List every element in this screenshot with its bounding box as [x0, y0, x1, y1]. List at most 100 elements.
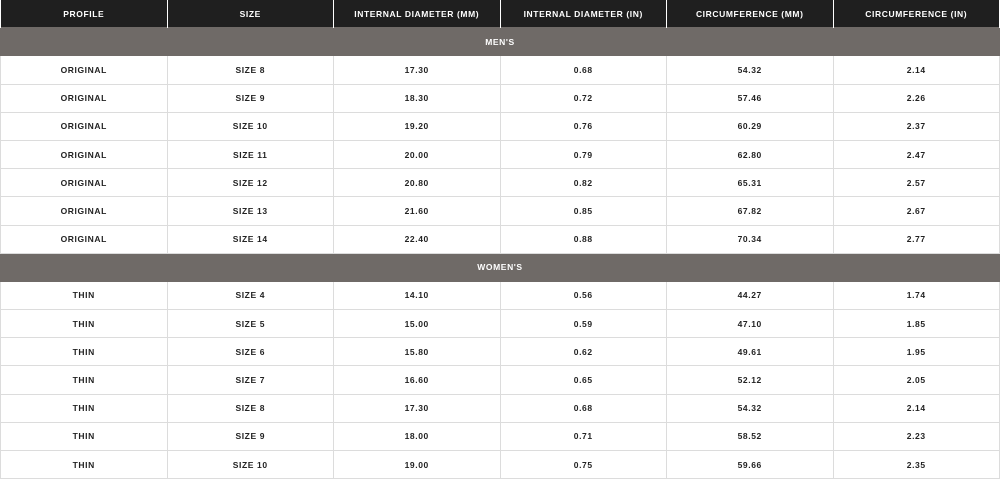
cell: 2.05	[832, 365, 1000, 395]
table-body: MEN'S ORIGINAL SIZE 8 17.30 0.68 54.32 2.14 ORI…	[0, 27, 1000, 480]
cell: 2.57	[832, 168, 1000, 198]
cell: 18.30	[333, 83, 501, 113]
cell: SIZE 7	[166, 365, 334, 395]
header-cell: SIZE	[166, 0, 334, 28]
cell: 59.66	[666, 449, 834, 480]
data-row: ORIGINAL SIZE 14 22.40 0.88 70.34 2.77	[0, 224, 1000, 254]
cell: 57.46	[666, 83, 834, 113]
cell: 2.77	[832, 224, 1000, 254]
header-cell: INTERNAL DIAMETER (MM)	[333, 0, 501, 28]
cell: 52.12	[666, 365, 834, 395]
cell: SIZE 9	[166, 421, 334, 452]
cell: 49.61	[666, 337, 834, 367]
data-row: THIN SIZE 5 15.00 0.59 47.10 1.85	[0, 309, 1000, 339]
cell: 0.88	[499, 224, 667, 254]
data-row: THIN SIZE 7 16.60 0.65 52.12 2.05	[0, 365, 1000, 395]
cell: 21.60	[333, 196, 501, 226]
cell: ORIGINAL	[0, 111, 168, 141]
cell: THIN	[0, 280, 168, 311]
cell: 2.35	[832, 449, 1000, 480]
cell: 15.00	[333, 309, 501, 339]
cell: SIZE 12	[166, 168, 334, 198]
cell: 0.75	[499, 449, 667, 480]
cell: 2.14	[832, 55, 1000, 85]
cell: THIN	[0, 365, 168, 395]
cell: 0.79	[499, 139, 667, 170]
section-row: WOMEN'S	[0, 252, 1000, 282]
cell: ORIGINAL	[0, 224, 168, 254]
cell: 2.23	[832, 421, 1000, 452]
cell: SIZE 13	[166, 196, 334, 226]
data-row: ORIGINAL SIZE 12 20.80 0.82 65.31 2.57	[0, 168, 1000, 198]
cell: 0.68	[499, 55, 667, 85]
cell: SIZE 4	[166, 280, 334, 311]
cell: ORIGINAL	[0, 83, 168, 113]
cell: 18.00	[333, 421, 501, 452]
data-row: THIN SIZE 4 14.10 0.56 44.27 1.74	[0, 280, 1000, 311]
cell: SIZE 8	[166, 393, 334, 423]
cell: ORIGINAL	[0, 168, 168, 198]
section-title: WOMEN'S	[0, 252, 1000, 282]
cell: 54.32	[666, 393, 834, 423]
cell: 0.56	[499, 280, 667, 311]
header-cell: PROFILE	[0, 0, 168, 28]
cell: 47.10	[666, 309, 834, 339]
cell: 1.95	[832, 337, 1000, 367]
cell: 0.62	[499, 337, 667, 367]
cell: 1.74	[832, 280, 1000, 311]
cell: 0.85	[499, 196, 667, 226]
cell: 70.34	[666, 224, 834, 254]
cell: 20.80	[333, 168, 501, 198]
cell: 19.00	[333, 449, 501, 480]
cell: 14.10	[333, 280, 501, 311]
cell: 0.76	[499, 111, 667, 141]
data-row: THIN SIZE 6 15.80 0.62 49.61 1.95	[0, 337, 1000, 367]
cell: SIZE 11	[166, 139, 334, 170]
cell: ORIGINAL	[0, 196, 168, 226]
data-row: THIN SIZE 10 19.00 0.75 59.66 2.35	[0, 449, 1000, 480]
cell: THIN	[0, 449, 168, 480]
cell: 20.00	[333, 139, 501, 170]
cell: 2.37	[832, 111, 1000, 141]
data-row: ORIGINAL SIZE 10 19.20 0.76 60.29 2.37	[0, 111, 1000, 141]
cell: 67.82	[666, 196, 834, 226]
cell: SIZE 8	[166, 55, 334, 85]
header-cell: CIRCUMFERENCE (IN)	[832, 0, 1000, 28]
cell: 1.85	[832, 309, 1000, 339]
cell: 16.60	[333, 365, 501, 395]
cell: 0.68	[499, 393, 667, 423]
cell: THIN	[0, 421, 168, 452]
cell: ORIGINAL	[0, 139, 168, 170]
header-cell: INTERNAL DIAMETER (IN)	[499, 0, 667, 28]
cell: 0.72	[499, 83, 667, 113]
data-row: THIN SIZE 8 17.30 0.68 54.32 2.14	[0, 393, 1000, 423]
cell: 65.31	[666, 168, 834, 198]
cell: THIN	[0, 309, 168, 339]
cell: 44.27	[666, 280, 834, 311]
cell: 17.30	[333, 55, 501, 85]
cell: THIN	[0, 393, 168, 423]
cell: 2.47	[832, 139, 1000, 170]
cell: SIZE 9	[166, 83, 334, 113]
cell: 15.80	[333, 337, 501, 367]
data-row: ORIGINAL SIZE 11 20.00 0.79 62.80 2.47	[0, 139, 1000, 170]
header-cell: CIRCUMFERENCE (MM)	[666, 0, 834, 28]
cell: 0.65	[499, 365, 667, 395]
cell: SIZE 14	[166, 224, 334, 254]
cell: SIZE 10	[166, 449, 334, 480]
cell: 19.20	[333, 111, 501, 141]
data-row: ORIGINAL SIZE 8 17.30 0.68 54.32 2.14	[0, 55, 1000, 85]
data-row: THIN SIZE 9 18.00 0.71 58.52 2.23	[0, 421, 1000, 452]
cell: 58.52	[666, 421, 834, 452]
data-row: ORIGINAL SIZE 13 21.60 0.85 67.82 2.67	[0, 196, 1000, 226]
cell: 60.29	[666, 111, 834, 141]
section-row: MEN'S	[0, 27, 1000, 57]
data-row: ORIGINAL SIZE 9 18.30 0.72 57.46 2.26	[0, 83, 1000, 113]
cell: 2.67	[832, 196, 1000, 226]
table-head: PROFILE SIZE INTERNAL DIAMETER (MM) INTERNA…	[0, 0, 1000, 28]
cell: SIZE 5	[166, 309, 334, 339]
cell: THIN	[0, 337, 168, 367]
cell: 22.40	[333, 224, 501, 254]
cell: 0.59	[499, 309, 667, 339]
cell: 17.30	[333, 393, 501, 423]
